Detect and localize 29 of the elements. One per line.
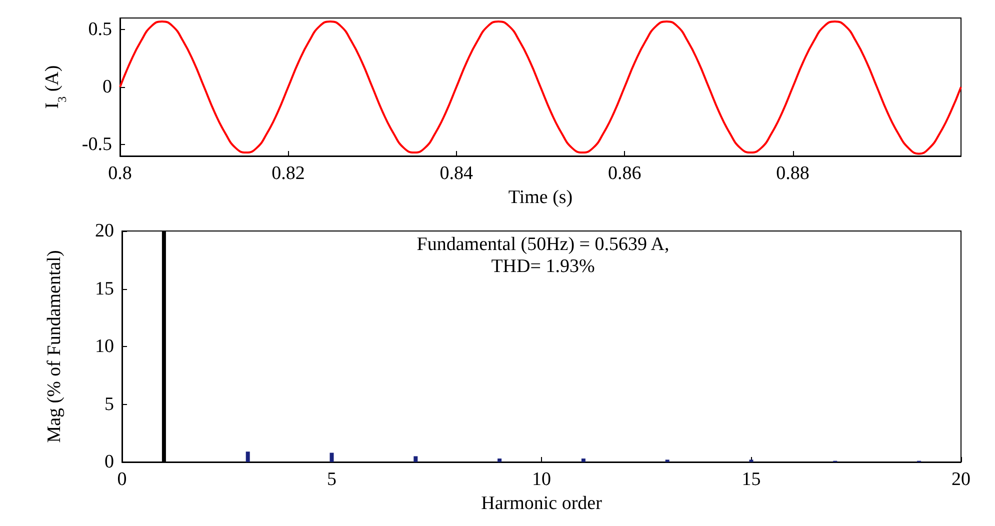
y-axis-title: I3 (A) xyxy=(42,65,69,109)
bar xyxy=(246,452,250,462)
x-tick-label: 0.82 xyxy=(272,163,305,184)
y-tick-label: 10 xyxy=(95,336,114,357)
y-tick-label: 0 xyxy=(104,452,114,472)
bar xyxy=(581,458,586,462)
y-tick-label: 15 xyxy=(95,278,114,300)
x-tick-label: 15 xyxy=(742,469,761,490)
x-axis-title: Time (s) xyxy=(508,186,573,208)
x-axis-title: Harmonic order xyxy=(481,492,603,514)
line-series xyxy=(119,20,962,155)
x-tick-label: 0.84 xyxy=(440,163,474,184)
x-tick-label: 5 xyxy=(327,469,336,490)
y-tick-label: 20 xyxy=(95,220,114,242)
bar xyxy=(330,452,334,462)
bar xyxy=(498,458,502,462)
annotation: Fundamental (50Hz) = 0.5639 A, xyxy=(416,234,670,255)
x-tick-label: 0.88 xyxy=(776,163,810,184)
y-axis-title: Mag (% of Fundamental) xyxy=(44,250,65,443)
y-tick-label: 0.5 xyxy=(88,19,112,40)
y-tick-label: 5 xyxy=(104,394,114,415)
y-tick-label: 0 xyxy=(102,76,112,98)
annotation: THD= 1.93% xyxy=(491,256,595,277)
bar xyxy=(414,456,418,462)
x-tick-label: 10 xyxy=(532,469,551,490)
x-tick-label: 0.8 xyxy=(108,163,132,184)
x-tick-label: 0.86 xyxy=(608,163,642,184)
x-tick-label: 20 xyxy=(952,469,970,490)
y-tick-label: -0.5 xyxy=(82,134,112,155)
